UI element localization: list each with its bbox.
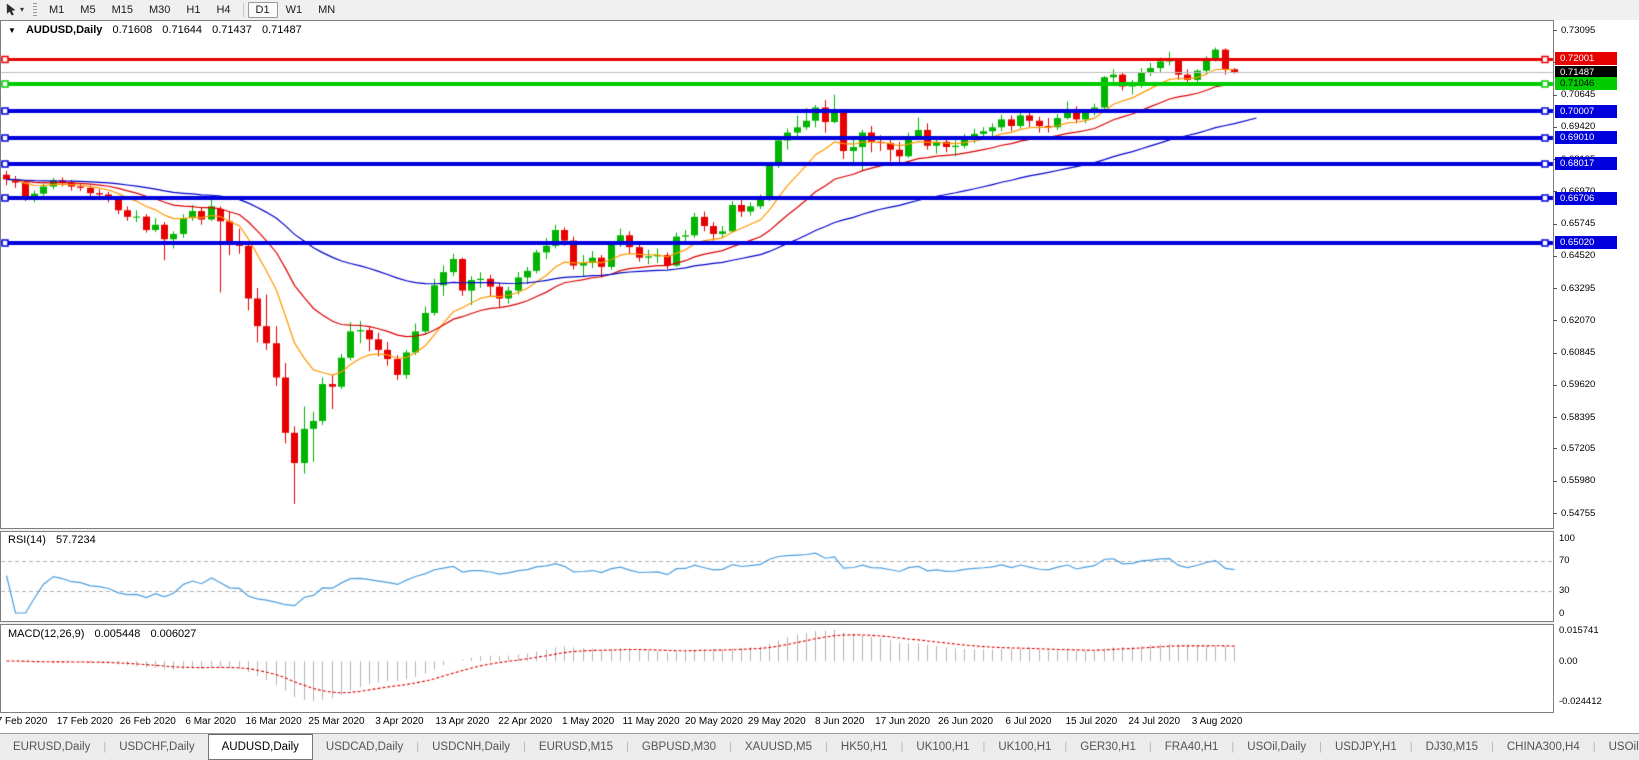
collapse-triangle-icon[interactable]: ▼ [8, 26, 16, 35]
chart-symbol-period: AUDUSD,Daily [25, 24, 103, 36]
macd-name: MACD(12,26,9) [8, 628, 85, 640]
date-tick-label: 17 Feb 2020 [56, 716, 113, 727]
macd-signal-value: 0.006027 [150, 628, 197, 640]
date-tick-label: 6 Mar 2020 [185, 716, 236, 727]
date-tick-label: 15 Jul 2020 [1065, 716, 1118, 727]
rsi-label: RSI(14) 57.7234 [8, 534, 103, 546]
price-level-badge: 0.68017 [1555, 157, 1617, 171]
price-level-badge: 0.70007 [1555, 104, 1617, 118]
date-tick-label: 16 Mar 2020 [245, 716, 302, 727]
date-tick-label: 20 May 2020 [684, 716, 743, 727]
date-tick-label: 3 Aug 2020 [1191, 716, 1243, 727]
date-tick-label: 3 Apr 2020 [375, 716, 424, 727]
rsi-name: RSI(14) [8, 534, 46, 546]
date-tick-label: 11 May 2020 [622, 716, 680, 727]
price-level-badge: 0.66706 [1555, 191, 1617, 205]
date-tick-label: 6 Jul 2020 [1005, 716, 1052, 727]
date-tick-label: 8 Jun 2020 [814, 716, 865, 727]
chart-title: ▼ AUDUSD,Daily 0.71608 0.71644 0.71437 0… [8, 24, 309, 36]
date-tick-label: 26 Feb 2020 [119, 716, 176, 727]
price-level-badge: 0.71046 [1555, 77, 1617, 91]
date-tick-label: 13 Apr 2020 [435, 716, 490, 727]
price-level-badge: 0.65020 [1555, 236, 1617, 250]
date-tick-label: 1 May 2020 [561, 716, 615, 727]
macd-main-value: 0.005448 [94, 628, 141, 640]
date-tick-label: 29 May 2020 [747, 716, 806, 727]
date-tick-label: 22 Apr 2020 [498, 716, 553, 727]
date-tick-label: 24 Jul 2020 [1128, 716, 1181, 727]
price-level-badge: 0.69010 [1555, 131, 1617, 145]
rsi-value: 57.7234 [55, 534, 96, 546]
chart-low-value: 0.71437 [212, 24, 252, 36]
date-tick-label: 17 Jun 2020 [875, 716, 931, 727]
macd-label: MACD(12,26,9) 0.005448 0.006027 [8, 628, 203, 640]
chart-high-value: 0.71644 [162, 24, 203, 36]
price-level-badge: 0.72001 [1555, 52, 1617, 66]
date-tick-label: 25 Mar 2020 [308, 716, 365, 727]
date-tick-label: 26 Jun 2020 [937, 716, 994, 727]
chart-open-value: 0.71608 [112, 24, 153, 36]
date-tick-label: 7 Feb 2020 [0, 716, 48, 727]
price-level-badge: 0.71487 [1555, 65, 1617, 79]
chart-close-value: 0.71487 [261, 24, 302, 36]
